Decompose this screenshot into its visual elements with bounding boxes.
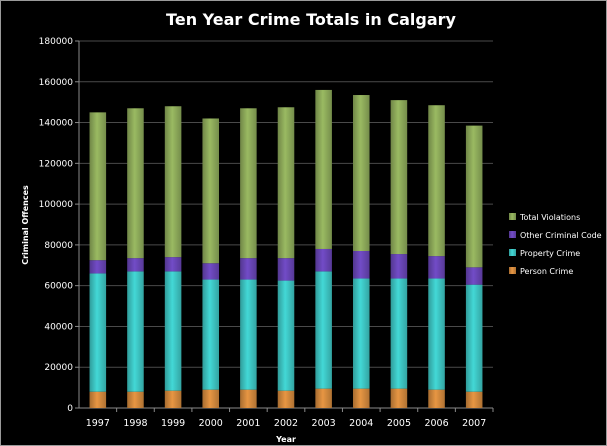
bar-segment — [240, 108, 257, 259]
chart-title: Ten Year Crime Totals in Calgary — [166, 10, 456, 29]
bar-segment — [202, 263, 220, 280]
bar-segment — [127, 258, 144, 272]
bar-segment — [202, 389, 220, 408]
legend-label: Other Criminal Code — [520, 231, 602, 240]
legend: Total Violations Other Criminal Code Prope… — [509, 213, 602, 276]
legend-label: Property Crime — [520, 249, 580, 258]
bar-segment — [465, 284, 483, 392]
y-tick-label: 100000 — [39, 200, 74, 210]
y-tick-label: 20000 — [44, 363, 73, 373]
x-tick-label: 2007 — [462, 418, 486, 429]
bar-segment — [352, 388, 370, 408]
bar-segment — [240, 389, 257, 408]
bar-segment — [465, 391, 483, 408]
legend-swatch — [509, 249, 516, 256]
y-tick-label: 160000 — [39, 78, 74, 88]
bar-segment — [127, 108, 144, 259]
x-axis-title: Year — [275, 435, 296, 444]
bar-segment — [277, 280, 295, 391]
bar-segment — [465, 125, 483, 268]
x-tick-label: 2004 — [349, 418, 373, 429]
x-tick-label: 2006 — [424, 418, 448, 429]
bar-segment — [89, 260, 107, 274]
legend-swatch — [509, 231, 516, 238]
bar-segment — [202, 118, 220, 264]
y-tick-label: 120000 — [39, 159, 74, 169]
x-tick-label: 2003 — [312, 418, 336, 429]
bar-segment — [202, 279, 220, 390]
bar-segment — [315, 89, 332, 249]
bar-segment — [127, 271, 144, 392]
x-tick-label: 1999 — [161, 418, 185, 429]
x-axis-ticks: 1997 1998 1999 2000 2001 2002 2003 2004 2005 2006… — [86, 408, 494, 429]
bar-segment — [89, 112, 107, 261]
bar-segment — [164, 106, 182, 258]
y-axis-ticks: 0 20000 40000 60000 80000 100000 120000 140000 1… — [39, 37, 74, 414]
x-tick-label: 2005 — [387, 418, 411, 429]
bar-segment — [315, 388, 332, 408]
bar-segment — [352, 95, 370, 252]
bar-segment — [390, 100, 408, 255]
bar-segment — [352, 278, 370, 389]
legend-swatch — [509, 267, 516, 274]
y-tick-label: 180000 — [39, 37, 74, 47]
x-tick-label: 1998 — [123, 418, 147, 429]
bar-segment — [390, 388, 408, 408]
bar-segment — [240, 258, 257, 280]
bar-segment — [89, 273, 107, 392]
bar-segment — [164, 271, 182, 391]
legend-swatch — [509, 213, 516, 220]
bar-segment — [127, 391, 144, 408]
y-tick-label: 60000 — [44, 282, 73, 292]
bar-segment — [428, 278, 445, 390]
bars — [89, 89, 483, 408]
y-tick-label: 140000 — [39, 119, 74, 129]
bar-segment — [352, 251, 370, 279]
bar-segment — [277, 258, 295, 281]
bar-segment — [390, 254, 408, 279]
legend-label: Person Crime — [520, 267, 573, 276]
legend-label: Total Violations — [519, 213, 580, 222]
bar-segment — [89, 391, 107, 408]
bar-segment — [315, 248, 332, 272]
bar-segment — [428, 256, 445, 279]
bar-segment — [428, 105, 445, 257]
bar-segment — [390, 278, 408, 389]
x-tick-label: 2001 — [236, 418, 260, 429]
y-tick-label: 80000 — [44, 241, 73, 251]
x-tick-label: 2000 — [199, 418, 223, 429]
bar-segment — [277, 107, 295, 259]
bar-segment — [465, 267, 483, 285]
bar-segment — [277, 390, 295, 408]
y-axis-title: Criminal Offences — [21, 185, 30, 265]
bar-segment — [428, 389, 445, 408]
bar-segment — [315, 271, 332, 389]
bar-segment — [164, 390, 182, 408]
y-tick-label: 40000 — [44, 322, 73, 332]
y-tick-label: 0 — [67, 404, 73, 414]
bar-segment — [240, 279, 257, 390]
bar-segment — [164, 257, 182, 272]
x-tick-label: 2002 — [274, 418, 298, 429]
x-tick-label: 1997 — [86, 418, 110, 429]
